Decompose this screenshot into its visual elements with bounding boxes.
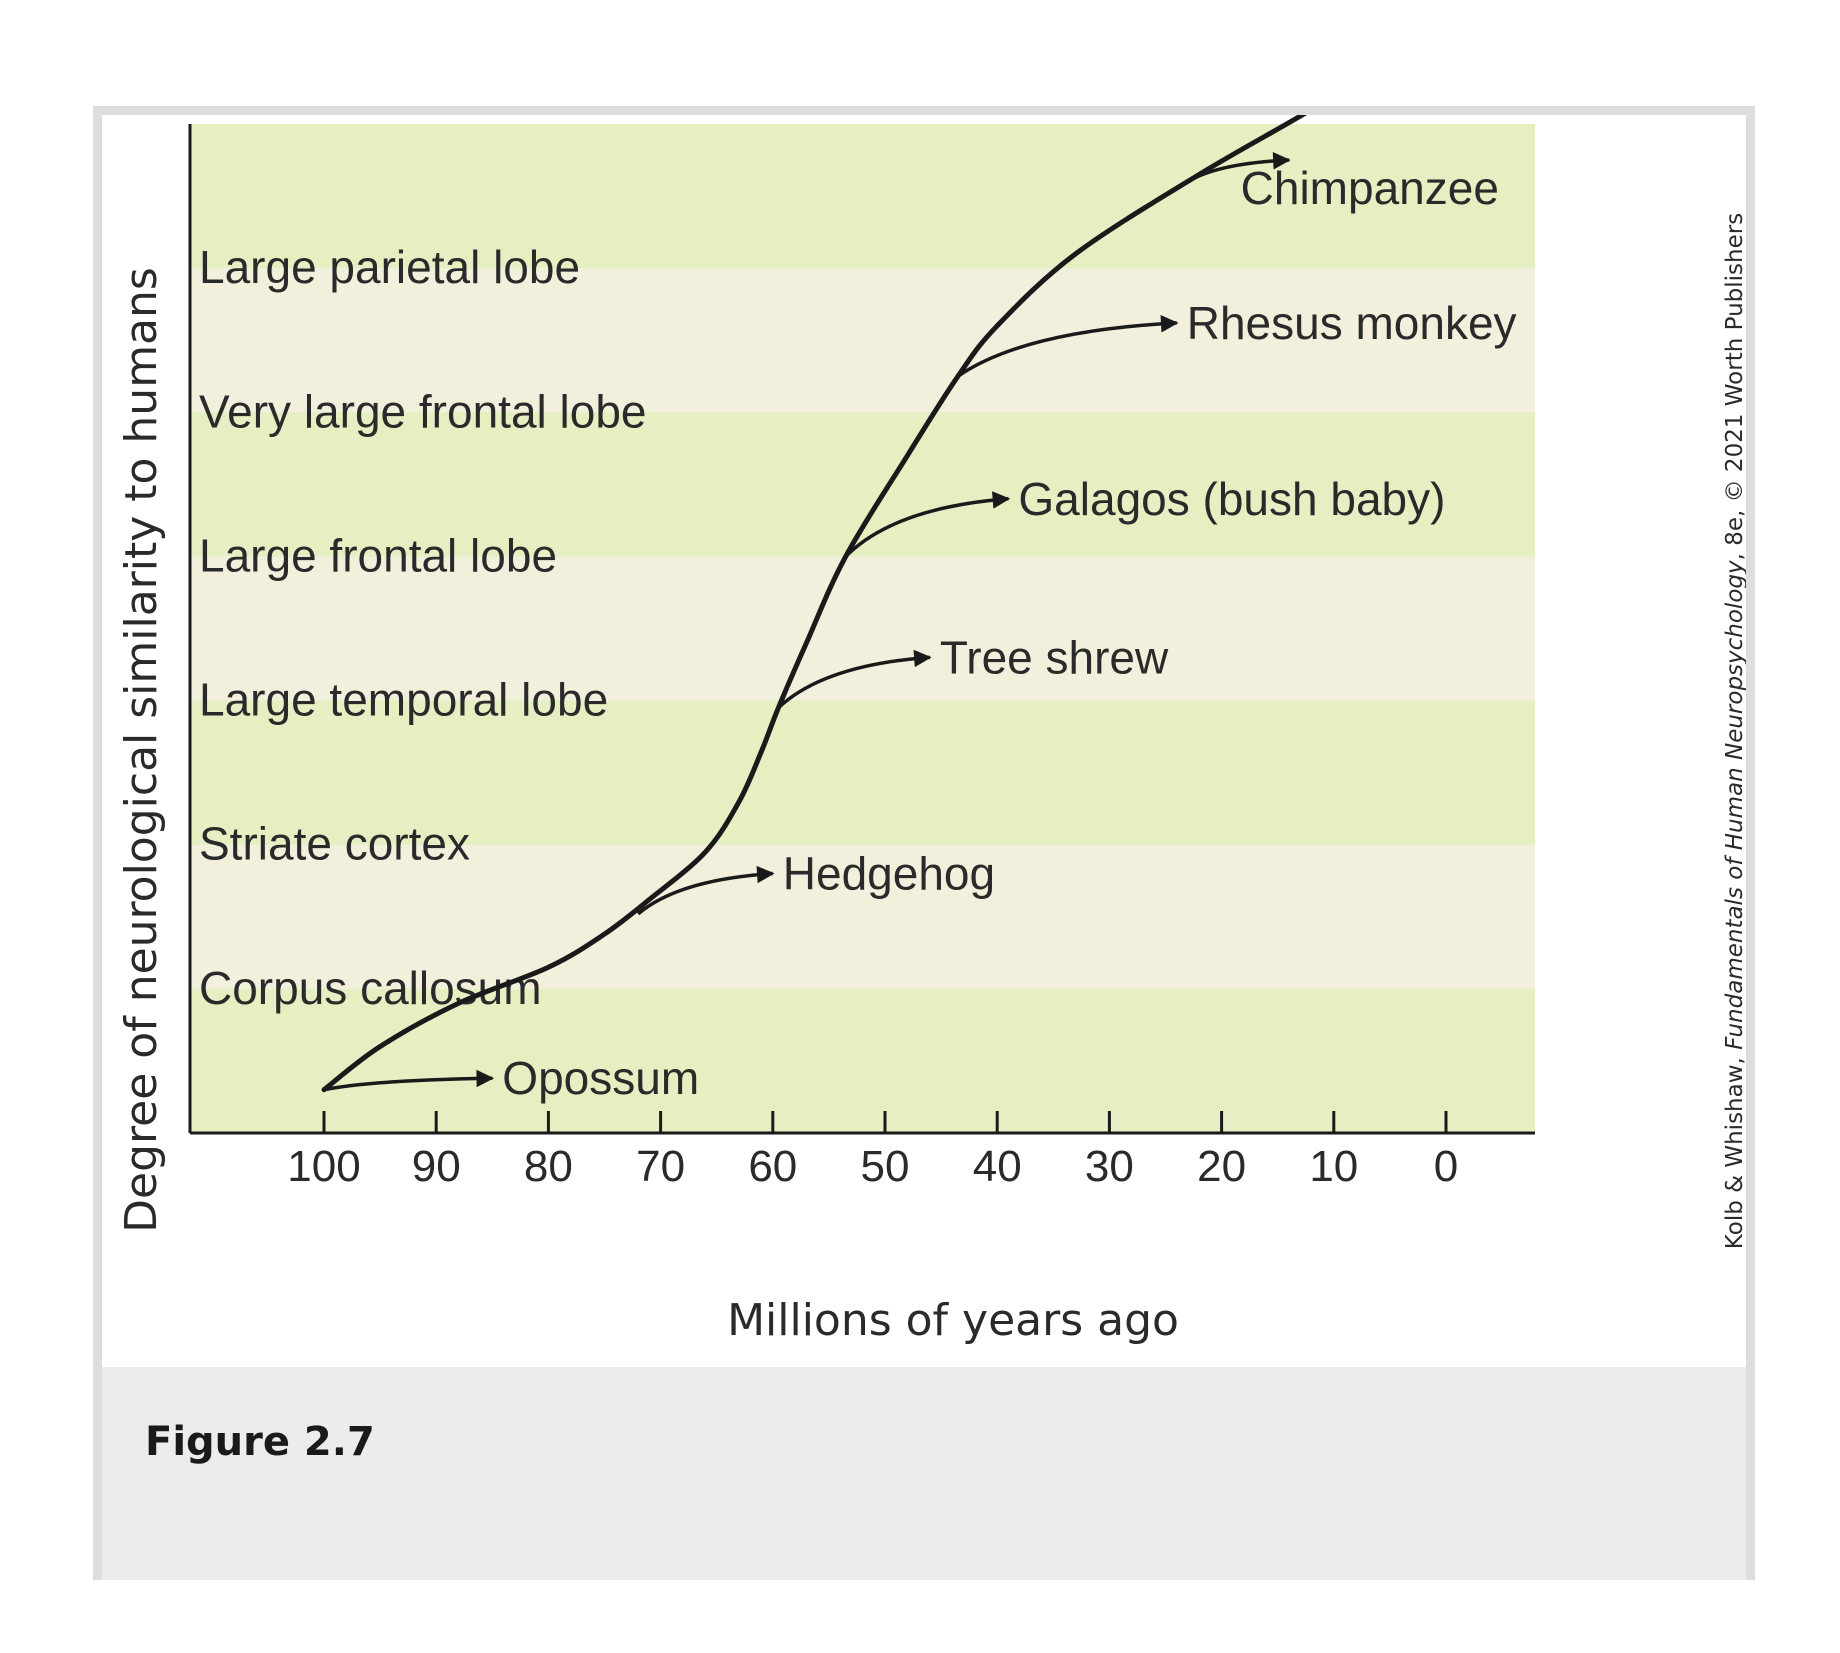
x-tick-label: 80 — [524, 1142, 573, 1191]
band-label: Large temporal lobe — [199, 674, 608, 726]
caption-area: Figure 2.7 — [102, 1367, 1746, 1580]
x-tick-label: 50 — [861, 1142, 910, 1191]
species-label: Rhesus monkey — [1187, 297, 1517, 349]
background-band — [190, 412, 1535, 557]
x-tick-label: 90 — [412, 1142, 461, 1191]
credit-suffix: , 8e, © 2021 Worth Publishers — [1722, 213, 1746, 561]
evolution-chart: Large parietal lobe Very large frontal lo… — [116, 115, 1746, 1346]
bands-layer — [190, 124, 1535, 1134]
x-tick-label: 100 — [287, 1142, 360, 1191]
lines-layer — [321, 115, 1308, 1093]
x-tick-label: 0 — [1434, 1142, 1458, 1191]
credit-line: Kolb & Whishaw, Fundamentals of Human Ne… — [1722, 213, 1746, 1249]
background-band — [190, 700, 1535, 846]
human-lineage-line — [321, 115, 1308, 1093]
band-label: Large frontal lobe — [199, 529, 557, 581]
species-label: Tree shrew — [940, 631, 1169, 683]
x-tick-label: 30 — [1085, 1142, 1134, 1191]
x-tick-label: 40 — [973, 1142, 1022, 1191]
species-label: Chimpanzee — [1241, 162, 1499, 214]
branch-line — [844, 491, 1011, 558]
figure-caption: Figure 2.7 — [145, 1419, 375, 1465]
axes-layer: 100 90 80 70 60 50 40 30 20 10 0 — [188, 124, 1535, 1191]
band-label: Very large frontal lobe — [199, 385, 647, 437]
background-band — [190, 124, 1535, 269]
y-axis-title: Degree of neurological similarity to hum… — [116, 267, 167, 1233]
species-label: Opossum — [502, 1052, 699, 1104]
figure-card: Large parietal lobe Very large frontal lo… — [93, 106, 1755, 1580]
band-label: Large parietal lobe — [199, 241, 580, 293]
branch-line — [956, 315, 1179, 378]
x-tick-label: 10 — [1309, 1142, 1358, 1191]
background-band — [190, 844, 1535, 990]
species-label: Hedgehog — [783, 848, 995, 900]
branch-line — [777, 649, 932, 710]
x-tick-label: 60 — [748, 1142, 797, 1191]
credit-prefix: Kolb & Whishaw, — [1722, 1050, 1746, 1249]
band-label: Corpus callosum — [199, 962, 542, 1014]
background-band — [190, 556, 1535, 702]
branch-line — [1187, 152, 1291, 184]
branch-line — [637, 865, 775, 916]
x-tick-label: 70 — [636, 1142, 685, 1191]
background-band — [190, 268, 1535, 413]
plot-area: Large parietal lobe Very large frontal lo… — [102, 115, 1746, 1367]
band-label: Striate cortex — [199, 818, 470, 870]
figure-inner: Large parietal lobe Very large frontal lo… — [102, 115, 1746, 1580]
credit-title: Fundamentals of Human Neuropsychology — [1722, 560, 1746, 1050]
x-axis-title: Millions of years ago — [727, 1295, 1179, 1346]
background-band — [190, 988, 1535, 1134]
x-tick-label: 20 — [1197, 1142, 1246, 1191]
species-label: Galagos (bush baby) — [1018, 473, 1445, 525]
branch-line — [323, 1069, 495, 1092]
band-labels-layer: Large parietal lobe Very large frontal lo… — [199, 241, 647, 1014]
